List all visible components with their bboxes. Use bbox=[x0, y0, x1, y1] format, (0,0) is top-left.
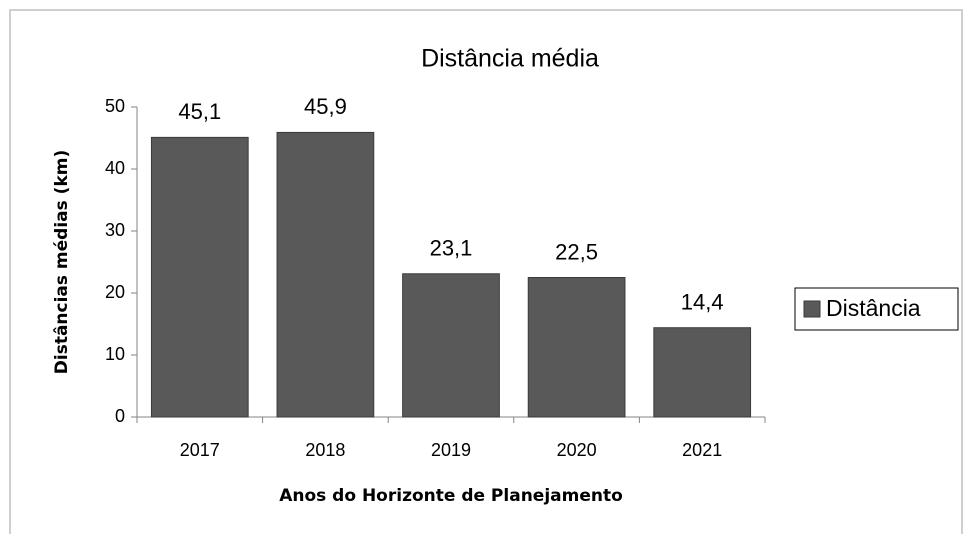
value-label: 45,1 bbox=[178, 99, 221, 124]
value-label: 22,5 bbox=[555, 239, 598, 264]
chart-title: Distância média bbox=[421, 45, 599, 73]
y-tick-label: 40 bbox=[105, 158, 125, 178]
bar bbox=[276, 131, 375, 418]
y-tick-label: 20 bbox=[105, 282, 125, 302]
legend-box bbox=[794, 287, 959, 331]
bar bbox=[527, 277, 626, 418]
y-axis-title: Distâncias médias (km) bbox=[52, 150, 72, 374]
value-label: 23,1 bbox=[430, 236, 473, 261]
x-tick-label: 2020 bbox=[557, 440, 597, 460]
y-tick-label: 30 bbox=[105, 220, 125, 240]
x-tick-label: 2018 bbox=[305, 440, 345, 460]
value-label: 14,4 bbox=[681, 290, 724, 315]
x-tick-label: 2017 bbox=[180, 440, 220, 460]
x-tick-label: 2019 bbox=[431, 440, 471, 460]
bar bbox=[402, 273, 500, 418]
bar bbox=[150, 136, 249, 418]
y-tick-label: 10 bbox=[105, 344, 125, 364]
value-label: 45,9 bbox=[304, 94, 347, 119]
y-tick-label: 50 bbox=[105, 96, 125, 116]
legend-swatch bbox=[803, 300, 821, 318]
y-tick-label: 0 bbox=[115, 406, 125, 426]
x-tick-label: 2021 bbox=[682, 440, 722, 460]
legend-label: Distância bbox=[826, 295, 921, 321]
x-axis-title: Anos do Horizonte de Planejamento bbox=[279, 486, 623, 506]
bar bbox=[653, 327, 752, 418]
